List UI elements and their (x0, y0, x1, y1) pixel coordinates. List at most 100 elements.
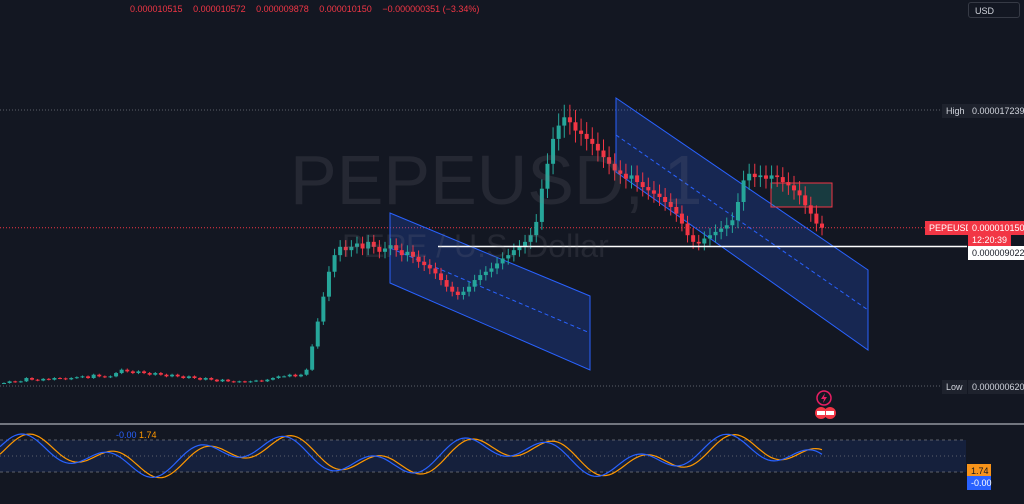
candle-body (495, 263, 500, 269)
candle-body (310, 346, 315, 370)
legend-open: 0.000010515 (130, 4, 183, 14)
candle-body (467, 286, 472, 292)
candle-body (696, 241, 701, 244)
candle-body (18, 381, 23, 383)
candle-body (343, 246, 348, 251)
candle-body (41, 378, 46, 381)
candle-body (657, 193, 662, 198)
candle-body (254, 380, 259, 382)
candle-body (231, 381, 236, 383)
candle-body (153, 373, 158, 375)
candle-body (427, 265, 432, 269)
candle-body (623, 173, 628, 179)
candle-body (237, 381, 242, 383)
oscillator-d-tag: 1.74 (967, 464, 991, 478)
candle-body (259, 380, 264, 382)
candle-body (579, 130, 584, 134)
oscillator-d-value: 1.74 (139, 430, 157, 440)
candle-body (13, 381, 18, 383)
candle-body (820, 223, 824, 228)
candle-body (270, 378, 275, 380)
candle-body (618, 170, 623, 174)
candle-body (629, 175, 634, 179)
candle-body (175, 374, 180, 377)
candle-body (640, 182, 645, 188)
candle-body (763, 175, 768, 179)
candle-body (91, 374, 96, 379)
candle-body (242, 381, 247, 383)
candle-body (186, 376, 191, 379)
candle-body (803, 195, 808, 206)
candle-body (119, 369, 124, 374)
currency-button[interactable]: USD (968, 2, 1020, 18)
candle-body (551, 138, 556, 164)
channel-1 (389, 212, 591, 371)
candle-body (786, 182, 791, 186)
candle-body (646, 187, 651, 191)
oscillator-k-value: -0.00 (116, 430, 137, 440)
candle-body (747, 173, 752, 181)
candle-body (74, 377, 79, 379)
oscillator-k-line (0, 433, 823, 479)
candle-body (422, 261, 427, 266)
candle-body (556, 125, 561, 139)
candle-body (539, 188, 544, 222)
candle-body (203, 378, 208, 380)
candle-body (411, 251, 415, 257)
candle-body (332, 255, 337, 272)
candle-body (517, 246, 522, 251)
candle-body (775, 175, 780, 178)
candle-body (489, 268, 494, 272)
candle-body (405, 251, 410, 256)
candle-body (315, 321, 320, 347)
candle-body (394, 245, 399, 251)
candle-body (181, 376, 186, 379)
candle-body (399, 250, 404, 256)
candle-body (797, 190, 802, 196)
channel-2-midline (615, 134, 869, 311)
candle-body (58, 378, 63, 380)
candle-body (534, 221, 539, 236)
candle-body (158, 373, 163, 375)
lightning-event-icon[interactable] (816, 390, 832, 406)
candle-body (46, 378, 51, 380)
candle-body (114, 373, 119, 377)
candle-body (500, 258, 505, 264)
oscillator-d-line (0, 433, 823, 479)
candle-body (30, 378, 35, 380)
line-price-tag: 0.000009022 (968, 246, 1024, 260)
legend-low: 0.000009878 (256, 4, 309, 14)
candle-body (573, 122, 578, 131)
flag-events-icon[interactable] (814, 406, 838, 420)
candle-body (170, 374, 175, 377)
candle-body (354, 243, 359, 247)
candle-body (450, 286, 455, 292)
candle-body (7, 381, 12, 384)
candle-body (382, 248, 387, 252)
candle-body (80, 376, 85, 378)
candle-body (713, 231, 718, 236)
ohlc-legend: 0.000010515 0.000010572 0.000009878 0.00… (130, 4, 487, 14)
candle-body (321, 296, 326, 322)
candle-body (293, 374, 298, 377)
candle-body (758, 175, 763, 178)
candle-body (416, 256, 421, 262)
candle-body (198, 378, 203, 380)
oscillator-k-tag: -0.00 (967, 476, 992, 490)
candle-body (808, 205, 813, 214)
candle-body (276, 376, 281, 379)
candle-body (635, 175, 640, 183)
candle-body (298, 374, 303, 377)
candle-body (523, 241, 528, 247)
symbol-watermark: PEPEUSD, 1 (290, 141, 703, 219)
candle-body (226, 379, 231, 382)
countdown-tag: 12:20:39 (968, 233, 1012, 247)
candle-body (147, 373, 152, 375)
candle-body (679, 213, 684, 224)
symbol-price-tag: PEPEUSD (925, 221, 977, 235)
candle-body (814, 213, 819, 224)
candle-body (439, 273, 444, 281)
high-value-tag: 0.000017239 (968, 104, 1024, 118)
candle-body (483, 271, 488, 276)
